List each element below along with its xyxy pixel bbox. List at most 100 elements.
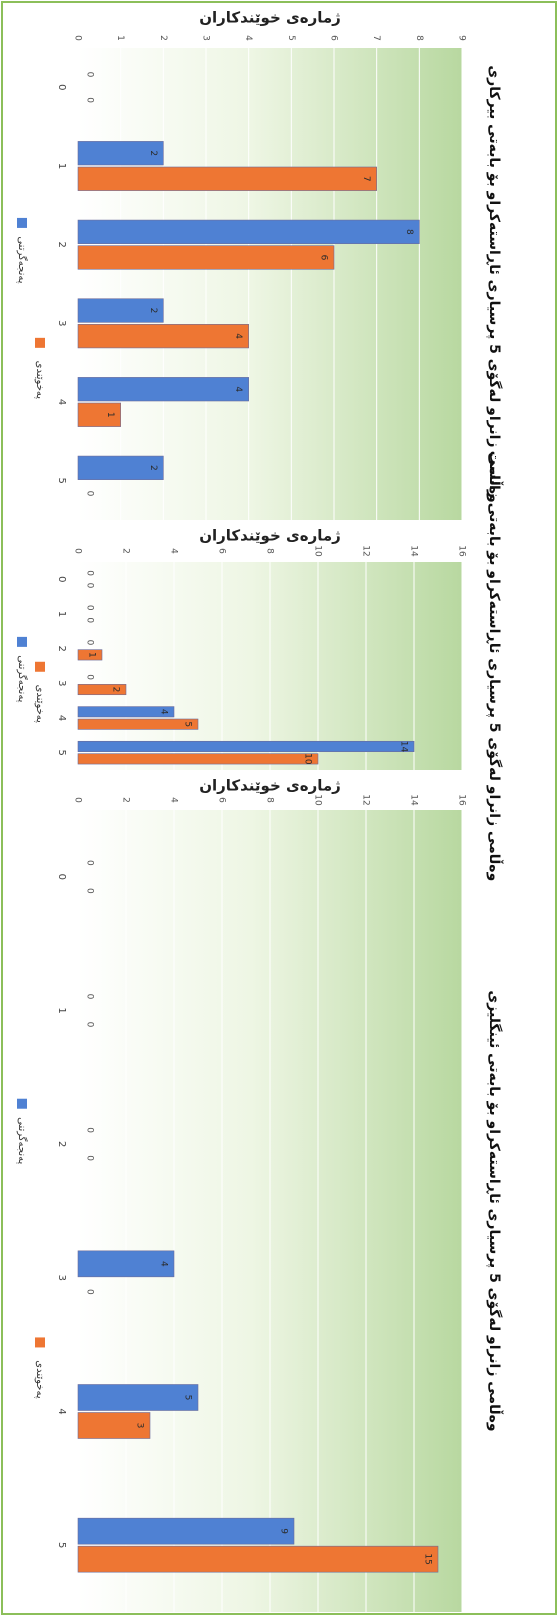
tick-label: 8: [265, 548, 275, 554]
data-label: 0: [85, 97, 95, 103]
category-label: 0: [56, 576, 67, 582]
category-label: 4: [56, 399, 67, 405]
tick-label: 4: [169, 548, 179, 554]
bar-blue: [77, 141, 164, 166]
data-label: 0: [85, 1022, 95, 1028]
legend-label: پەنجەگرتنی: [16, 1117, 28, 1164]
category-label: 1: [56, 611, 67, 617]
category-label: 2: [56, 1141, 67, 1147]
data-label: 2: [148, 465, 158, 471]
tick-label: 2: [121, 548, 131, 554]
data-label: 8: [404, 229, 414, 235]
category-label: 3: [56, 1275, 67, 1281]
data-label: 4: [233, 386, 243, 392]
category-label: 2: [56, 241, 67, 247]
data-label: 2: [111, 687, 121, 693]
data-label: 0: [85, 570, 95, 576]
tick-label: 14: [409, 545, 419, 557]
category-label: 3: [56, 680, 67, 686]
legend-swatch: [35, 661, 45, 672]
data-label: 0: [85, 994, 95, 1000]
value-axis-label: ژمارەی خوێندکاران: [199, 9, 341, 27]
legend-swatch: [35, 1337, 45, 1348]
data-label: 5: [183, 1395, 193, 1401]
tick-label: 16: [457, 794, 467, 806]
category-label: 3: [56, 320, 67, 326]
tick-label: 12: [361, 794, 371, 805]
tick-label: 10: [313, 794, 323, 806]
chart-title: وەڵامی زانراو لەگۆی 5 پرسیاری ئاڕاستەکرا…: [486, 451, 504, 882]
bar-orange: [77, 1545, 439, 1573]
legend-label: پەنجەگرتنی: [16, 655, 28, 702]
legend-swatch: [17, 217, 27, 228]
category-label: 2: [56, 645, 67, 651]
legend-label: پەخوێندی: [34, 361, 45, 400]
legend-swatch: [17, 1098, 27, 1109]
data-label: 4: [159, 1261, 169, 1267]
chart-title: وەڵامی زانراو لەگۆی 5 پرسیاری ئاڕاستەکرا…: [486, 990, 504, 1431]
bar-blue: [77, 377, 249, 402]
bar-blue: [77, 1250, 175, 1278]
tick-label: 5: [286, 35, 296, 41]
data-label: 0: [85, 72, 95, 78]
bar-orange: [77, 718, 199, 730]
data-label: 1: [87, 652, 97, 658]
bar-orange: [77, 649, 103, 661]
bar-blue: [77, 455, 164, 480]
tick-label: 0: [73, 797, 83, 803]
tick-label: 2: [121, 797, 131, 803]
data-label: 0: [85, 491, 95, 497]
data-label: 0: [85, 605, 95, 611]
tick-label: 14: [409, 794, 419, 806]
bar-blue: [77, 706, 175, 718]
category-label: 5: [56, 749, 67, 755]
data-label: 0: [85, 860, 95, 866]
data-label: 0: [85, 1289, 95, 1295]
data-label: 4: [159, 709, 169, 715]
data-label: 3: [135, 1423, 145, 1429]
chart-1: 0 1 2 3 4 5 6 7 8 9 ژمارەی خوێندکاران وەڵامی زانراو…: [16, 9, 504, 520]
data-label: 10: [303, 753, 313, 765]
bar-orange: [77, 245, 335, 270]
tick-label: 0: [73, 548, 83, 554]
data-label: 1: [105, 412, 115, 418]
data-label: 0: [85, 583, 95, 589]
data-label: 9: [279, 1528, 289, 1534]
bar-blue: [77, 1517, 295, 1545]
data-label: 0: [85, 1155, 95, 1161]
value-axis-label: ژمارەی خوێندکاران: [199, 777, 341, 795]
tick-label: 7: [371, 35, 381, 41]
category-label: 0: [56, 874, 67, 880]
data-label: 2: [148, 308, 158, 314]
tick-label: 6: [217, 797, 227, 803]
legend-label: پەنجەگرتنی: [16, 236, 28, 283]
data-label: 0: [85, 640, 95, 646]
data-label: 0: [85, 1127, 95, 1133]
bar-orange: [77, 753, 319, 765]
bar-orange: [77, 324, 249, 349]
bar-orange: [77, 166, 377, 191]
bar-orange: [77, 1412, 151, 1439]
data-label: 0: [85, 617, 95, 623]
bar-orange: [77, 684, 127, 696]
bar-blue: [77, 298, 164, 323]
data-label: 15: [423, 1553, 433, 1564]
legend-swatch: [17, 636, 27, 647]
legend-label: پەخوێندی: [34, 1360, 45, 1399]
category-label: 1: [56, 163, 67, 169]
tick-label: 0: [73, 35, 83, 41]
plot-area: [78, 48, 462, 520]
bar-blue: [77, 740, 415, 752]
tick-label: 1: [115, 35, 125, 41]
value-axis-label: ژمارەی خوێندکاران: [199, 527, 341, 545]
tick-label: 4: [169, 797, 179, 803]
data-label: 0: [85, 674, 95, 680]
category-label: 1: [56, 1007, 67, 1013]
data-label: 7: [361, 176, 371, 182]
tick-label: 8: [414, 35, 424, 41]
